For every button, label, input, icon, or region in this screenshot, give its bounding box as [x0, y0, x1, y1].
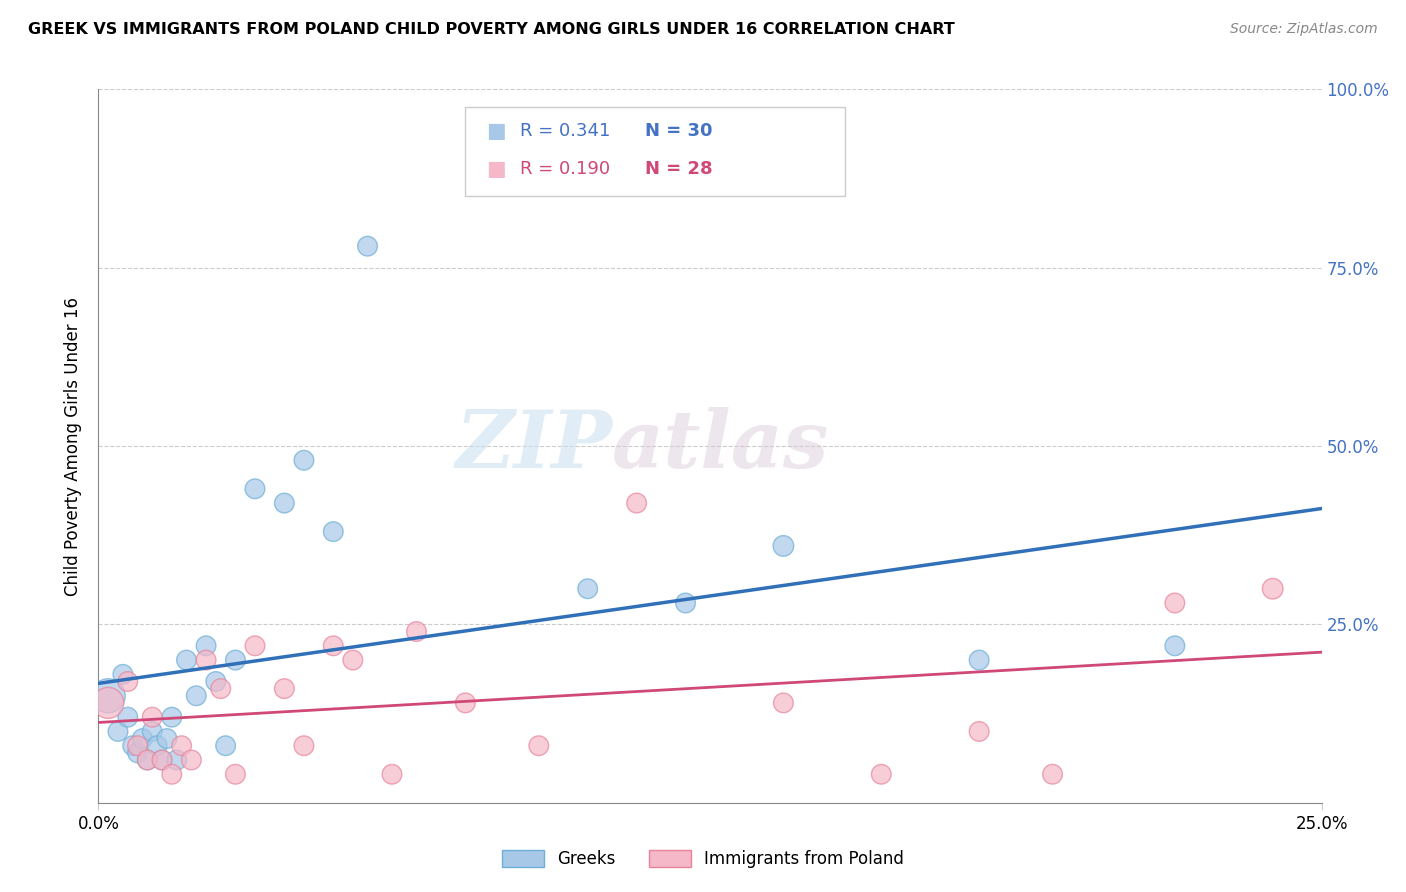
Point: [136, 753, 159, 767]
Point: [107, 724, 129, 739]
Text: R = 0.341: R = 0.341: [520, 121, 610, 139]
Point: [205, 674, 228, 689]
Point: [150, 753, 173, 767]
Point: [127, 739, 149, 753]
Point: [121, 739, 143, 753]
Point: [166, 753, 188, 767]
Point: [870, 767, 893, 781]
Point: [356, 239, 378, 253]
Point: [1164, 639, 1187, 653]
Point: [322, 639, 344, 653]
Point: [176, 653, 198, 667]
Point: [117, 710, 139, 724]
Point: [150, 753, 173, 767]
Point: [967, 653, 990, 667]
Point: [136, 753, 159, 767]
Text: Source: ZipAtlas.com: Source: ZipAtlas.com: [1230, 22, 1378, 37]
Point: [160, 767, 183, 781]
Point: [127, 746, 149, 760]
Point: [273, 681, 295, 696]
Text: ■: ■: [486, 120, 506, 141]
Point: [576, 582, 599, 596]
Point: [292, 739, 315, 753]
Point: [224, 767, 246, 781]
Point: [195, 639, 218, 653]
Point: [209, 681, 232, 696]
Text: N = 30: N = 30: [645, 121, 713, 139]
Point: [675, 596, 697, 610]
Point: [243, 482, 266, 496]
Text: N = 28: N = 28: [645, 161, 713, 178]
Point: [1164, 596, 1187, 610]
Point: [454, 696, 477, 710]
Point: [117, 674, 139, 689]
Point: [626, 496, 648, 510]
Point: [772, 696, 794, 710]
Y-axis label: Child Poverty Among Girls Under 16: Child Poverty Among Girls Under 16: [65, 296, 83, 596]
Point: [131, 731, 153, 746]
Point: [405, 624, 427, 639]
Point: [322, 524, 344, 539]
Point: [111, 667, 134, 681]
Point: [141, 724, 163, 739]
Legend: Greeks, Immigrants from Poland: Greeks, Immigrants from Poland: [495, 843, 911, 875]
Point: [224, 653, 246, 667]
Point: [97, 696, 120, 710]
Point: [1042, 767, 1064, 781]
Point: [1261, 582, 1284, 596]
Point: [170, 739, 193, 753]
Text: ■: ■: [486, 159, 506, 179]
Point: [243, 639, 266, 653]
Point: [381, 767, 404, 781]
Point: [214, 739, 236, 753]
Point: [292, 453, 315, 467]
Point: [342, 653, 364, 667]
Point: [186, 689, 208, 703]
Text: R = 0.190: R = 0.190: [520, 161, 610, 178]
Point: [772, 539, 794, 553]
Text: atlas: atlas: [612, 408, 830, 484]
Point: [273, 496, 295, 510]
Text: ZIP: ZIP: [456, 408, 612, 484]
FancyBboxPatch shape: [465, 107, 845, 196]
Point: [97, 689, 120, 703]
Point: [195, 653, 218, 667]
Point: [146, 739, 169, 753]
Point: [527, 739, 550, 753]
Text: GREEK VS IMMIGRANTS FROM POLAND CHILD POVERTY AMONG GIRLS UNDER 16 CORRELATION C: GREEK VS IMMIGRANTS FROM POLAND CHILD PO…: [28, 22, 955, 37]
Point: [141, 710, 163, 724]
Point: [967, 724, 990, 739]
Point: [156, 731, 179, 746]
Point: [160, 710, 183, 724]
Point: [180, 753, 202, 767]
